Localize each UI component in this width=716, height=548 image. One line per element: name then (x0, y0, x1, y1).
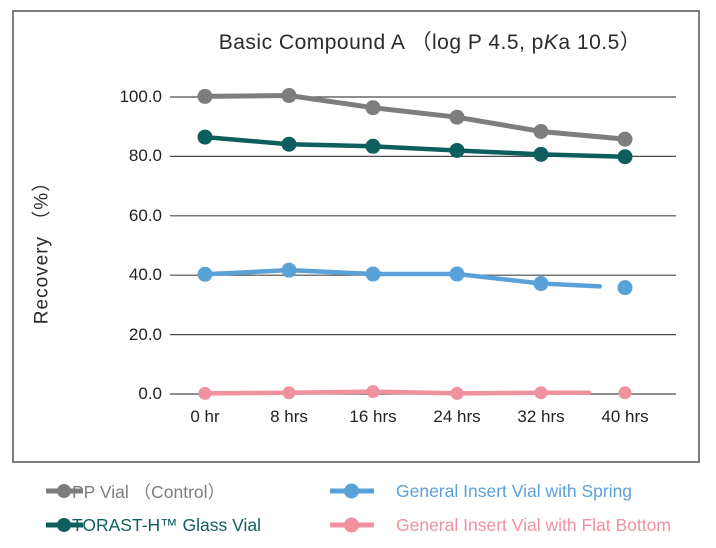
x-tick-label: 24 hrs (433, 407, 481, 426)
data-point (450, 386, 464, 400)
data-point (533, 276, 549, 292)
legend-item: PP Vial （Control） (46, 476, 225, 506)
legend-item: General Insert Vial with Flat Bottom (330, 510, 671, 540)
data-point (365, 138, 381, 154)
data-point (281, 136, 297, 152)
x-tick-label: 32 hrs (517, 407, 565, 426)
data-point (198, 386, 212, 400)
data-point (533, 123, 549, 139)
legend-dot (57, 518, 71, 532)
data-point (534, 386, 548, 400)
data-point (197, 129, 213, 145)
legend-marker (46, 517, 83, 533)
data-point (197, 266, 213, 282)
chart-area (12, 10, 700, 463)
chart-title: Basic Compound A （log P 4.5, pKa 10.5） (170, 26, 690, 56)
data-point (281, 262, 297, 278)
legend-marker (330, 483, 374, 499)
series-line-0 (202, 93, 628, 142)
series-line-3 (202, 389, 592, 396)
x-tick-label: 0 hr (190, 407, 220, 426)
legend-dot (57, 484, 71, 498)
y-tick-label: 80.0 (128, 146, 162, 166)
y-tick-label: 0.0 (138, 384, 162, 403)
y-tick-label: 100.0 (119, 87, 162, 106)
series-line-2 (202, 267, 603, 289)
x-tick-label: 8 hrs (270, 407, 308, 426)
x-tick-label: 16 hrs (349, 407, 397, 426)
data-point (197, 88, 213, 104)
data-point (365, 100, 381, 116)
chart-title-text-end: a 10.5） (558, 31, 642, 54)
legend: PP Vial （Control） TORAST-H™ Glass Vial Gen… (0, 470, 716, 548)
legend-dot (344, 483, 359, 499)
y-tick-label: 60.0 (128, 205, 162, 225)
legend-marker (46, 483, 83, 499)
chart-title-italic-k: K (543, 31, 559, 54)
legend-label: PP Vial （Control） (72, 481, 226, 502)
legend-dot (344, 517, 359, 533)
legend-label: TORAST-H™ Glass Vial (72, 514, 261, 535)
legend-item: TORAST-H™ Glass Vial (46, 510, 261, 540)
legend-label: General Insert Vial with Flat Bottom (396, 514, 671, 535)
y-tick-label: 40.0 (128, 265, 162, 285)
data-point (618, 386, 632, 400)
data-point (366, 385, 380, 399)
chart-title-text: Basic Compound A （log P 4.5, p (218, 31, 544, 54)
data-point (281, 88, 297, 104)
data-point (449, 142, 465, 158)
data-point (617, 149, 633, 165)
data-point (449, 266, 465, 282)
x-tick-label: 40 hrs (601, 407, 649, 426)
data-point (617, 280, 633, 296)
data-point (365, 266, 381, 282)
y-tick-label: 20.0 (128, 324, 162, 344)
data-point (617, 131, 633, 147)
legend-marker (330, 517, 374, 533)
data-point (449, 109, 465, 125)
legend-label: General Insert Vial with Spring (396, 480, 633, 501)
data-point (533, 146, 549, 162)
series-line-1 (202, 134, 628, 159)
legend-item: General Insert Vial with Spring (330, 476, 632, 506)
data-point (282, 386, 296, 400)
